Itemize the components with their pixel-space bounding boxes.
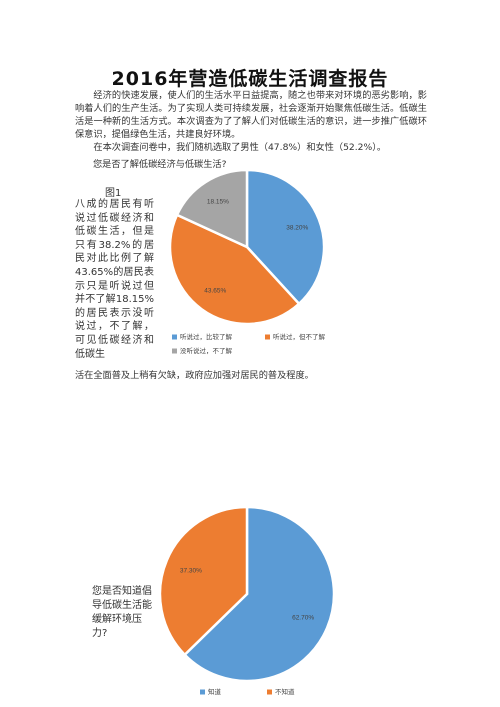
- pie2-data-label-1: 62.70%: [292, 615, 314, 622]
- question-2: 您是否知道倡导低碳生活能缓解环境压力?: [92, 586, 152, 639]
- figure-1-analysis-continued: 活在全面普及上稍有欠缺，政府应加强对居民的普及程度。: [75, 370, 314, 381]
- figure-1-analysis: 八成的居民有听说过低碳经济和低碳生活，但是只有38.2%的居民对此比例了解43.…: [75, 199, 154, 360]
- pie1-slice-3: [175, 168, 249, 249]
- pie1-data-label-2: 43.65%: [204, 288, 226, 295]
- pie1-legend-label-3: 没听说过，不了解: [180, 346, 233, 355]
- pie1-legend-swatch-3: [172, 348, 177, 354]
- pie1-legend-label-1: 听说过，比较了解: [180, 332, 233, 341]
- pie1-legend-swatch-1: [172, 334, 177, 340]
- pie1-slice-1: [245, 168, 326, 306]
- pie1-legend-swatch-2: [265, 334, 270, 340]
- pie1-slice-2: [168, 213, 301, 326]
- pie2-legend-swatch-2: [267, 689, 272, 695]
- pie1-legend-label-2: 听说过，但不了解: [273, 332, 326, 341]
- pie1-data-label-1: 38.20%: [286, 224, 308, 231]
- pie2-legend-label-1: 知道: [208, 687, 222, 696]
- pie2-legend-label-2: 不知道: [275, 687, 295, 696]
- pie2-data-label-2: 37.30%: [180, 567, 202, 574]
- pie2-slice-2: [158, 505, 249, 657]
- figure-1-label: 图1: [105, 188, 122, 199]
- pie1-data-label-3: 18.15%: [207, 199, 229, 206]
- survey-paragraph: 在本次调查问卷中，我们随机选取了男性（47.8%）和女性（52.2%）。: [93, 142, 387, 153]
- pie2-slice-1: [182, 505, 336, 683]
- report-title: 2016年营造低碳生活调查报告: [111, 68, 389, 90]
- intro-paragraph: 经济的快速发展，使人们的生活水平日益提高，随之也带来对环境的恶劣影响，影响着人们…: [75, 90, 427, 140]
- intro-section: 经济的快速发展，使人们的生活水平日益提高，随之也带来对环境的恶劣影响，影响着人们…: [75, 89, 427, 154]
- pie2-legend-swatch-1: [200, 689, 205, 695]
- question-1: 您是否了解低碳经济与低碳生活?: [93, 159, 227, 170]
